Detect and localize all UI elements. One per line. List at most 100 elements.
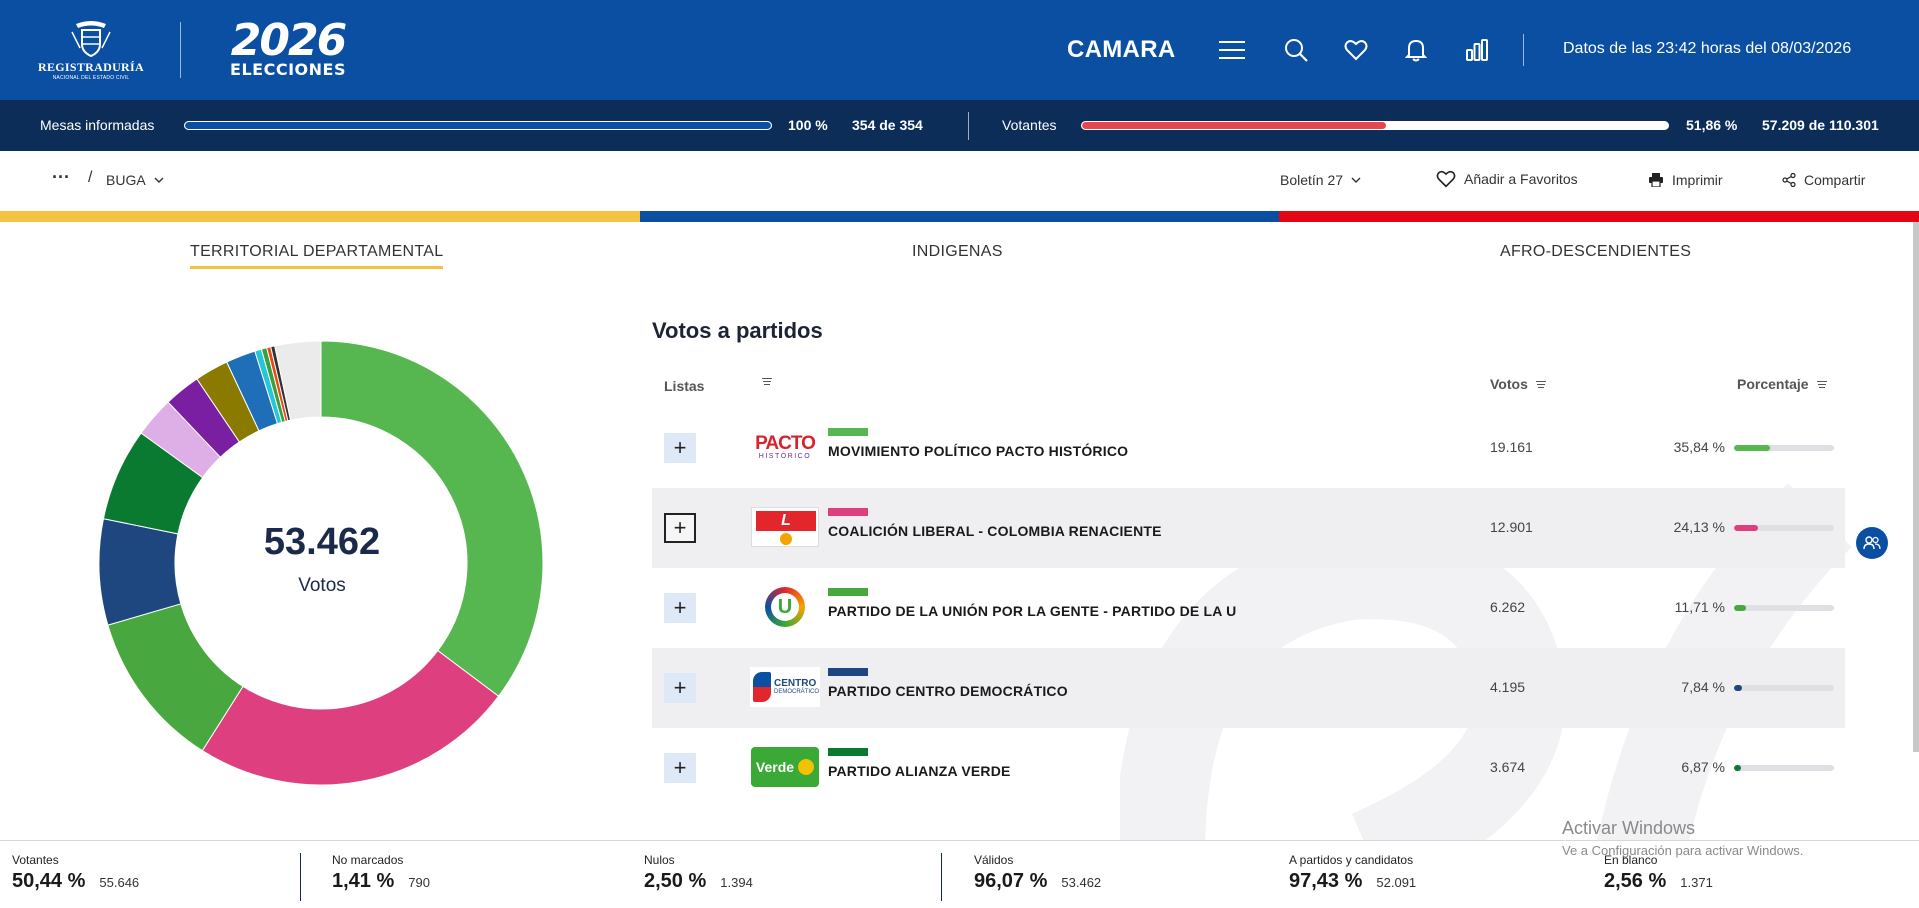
stat-label: No marcados [332, 853, 404, 867]
stat-count: 790 [408, 875, 430, 890]
heart-icon[interactable] [1342, 36, 1370, 64]
party-percentage-fill [1734, 445, 1770, 451]
cd-logo-sub: DEMOCRÁTICO [774, 689, 819, 695]
party-percentage-fill [1734, 525, 1759, 531]
boletin-selector[interactable]: Boletín 27 [1280, 172, 1361, 188]
windows-activation-title: Activar Windows [1562, 818, 1696, 838]
expand-row-button[interactable]: + [664, 593, 696, 623]
section-title: Votos a partidos [652, 318, 823, 343]
registraduria-subtitle: NACIONAL DEL ESTADO CIVIL [52, 75, 130, 81]
party-percentage-fill [1734, 765, 1741, 771]
party-name: PARTIDO ALIANZA VERDE [828, 763, 1011, 779]
party-votes: 6.262 [1490, 599, 1526, 615]
strip-divider [968, 112, 969, 140]
donut-votes-label: Votos [298, 575, 346, 596]
windows-activation-subtitle: Ve a Configuración para activar Windows. [1562, 843, 1804, 858]
party-color-bar [828, 748, 868, 756]
event-name: ELECCIONES [230, 60, 346, 79]
mesas-percent: 100 % [788, 117, 828, 133]
donut-segment[interactable] [274, 340, 322, 421]
stat-label: Nulos [644, 853, 675, 867]
donut-total-votes: 53.462 [263, 521, 381, 563]
expand-row-button[interactable]: + [664, 753, 696, 783]
printer-icon [1649, 173, 1663, 187]
stat-count: 1.371 [1680, 875, 1713, 890]
stat-partidos-candidatos: A partidos y candidatos 97,43 % 52.091 [1289, 853, 1416, 893]
column-percentage-label: Porcentaje [1737, 376, 1809, 392]
bottom-stats-bar: Votantes 50,44 % 55.646 No marcados 1,41 … [0, 840, 1919, 908]
party-color-bar [828, 508, 868, 516]
share-label: Compartir [1804, 172, 1866, 188]
party-percentage: 35,84 % [1673, 439, 1725, 455]
votantes-progress-bar [1081, 121, 1669, 130]
filter-icon [762, 378, 772, 385]
registraduria-logo[interactable]: REGISTRADURÍA NACIONAL DEL ESTADO CIVIL [38, 18, 144, 84]
party-votes: 19.161 [1490, 439, 1533, 455]
tab-indigenas[interactable]: INDIGENAS [912, 243, 1003, 260]
header-divider-right [1523, 34, 1524, 66]
pacto-logo-word: PACTO [755, 433, 816, 454]
menu-icon[interactable] [1218, 36, 1246, 64]
chevron-down-icon [1351, 177, 1361, 183]
site-header: REGISTRADURÍA NACIONAL DEL ESTADO CIVIL … [0, 0, 1919, 100]
donut-segment[interactable] [320, 340, 544, 697]
mesas-label: Mesas informadas [40, 117, 155, 133]
votes-donut-chart [98, 340, 544, 786]
table-row: + PACTO HISTÓRICO MOVIMIENTO POLÍTICO PA… [652, 408, 1845, 488]
party-percentage: 24,13 % [1673, 519, 1725, 535]
party-percentage-fill [1734, 685, 1742, 691]
add-favorites-button[interactable]: Añadir a Favoritos [1436, 170, 1578, 188]
filter-icon [1816, 380, 1827, 388]
stat-percent: 2,50 % [644, 870, 707, 892]
table-row: + CENTRO DEMOCRÁTICO PARTIDO CENTRO DEMO… [652, 648, 1845, 728]
table-row: + U PARTIDO DE LA UNIÓN POR LA GENTE - P… [652, 568, 1845, 648]
partido-u-logo: U [750, 586, 820, 628]
donut-segment[interactable] [201, 649, 500, 786]
stat-no-marcados: No marcados 1,41 % 790 [332, 853, 430, 893]
expand-row-button[interactable]: + [664, 513, 696, 543]
stat-label: Válidos [974, 853, 1014, 867]
search-icon[interactable] [1282, 36, 1310, 64]
elecciones-2026-logo[interactable]: 2026 ELECCIONES [218, 15, 358, 79]
registraduria-name: REGISTRADURÍA [38, 60, 144, 74]
votantes-count: 57.209 de 110.301 [1762, 117, 1879, 133]
mesas-progress-fill [185, 122, 771, 129]
bell-icon[interactable] [1402, 36, 1430, 64]
stat-divider [300, 853, 301, 901]
stat-votantes: Votantes 50,44 % 55.646 [12, 853, 139, 893]
cd-logo-word: CENTRO [774, 678, 817, 689]
party-name: COALICIÓN LIBERAL - COLOMBIA RENACIENTE [828, 523, 1162, 539]
share-button[interactable]: Compartir [1782, 172, 1865, 188]
u-logo-letter: U [771, 593, 799, 621]
column-header-percentage[interactable]: Porcentaje [1737, 376, 1827, 392]
pacto-logo-sub: HISTÓRICO [758, 453, 812, 460]
floating-people-button[interactable] [1856, 527, 1888, 559]
location-selector[interactable]: BUGA [106, 172, 164, 188]
more-options-button[interactable]: ··· [52, 167, 70, 187]
party-percentage-bar [1734, 765, 1834, 771]
stat-divider [941, 853, 942, 901]
column-header-votes[interactable]: Votos [1490, 376, 1546, 392]
expand-row-button[interactable]: + [664, 433, 696, 463]
tab-afro-descendientes[interactable]: AFRO-DESCENDIENTES [1500, 243, 1692, 260]
expand-row-button[interactable]: + [664, 673, 696, 703]
bar-chart-icon[interactable] [1463, 36, 1491, 64]
stat-label: A partidos y candidatos [1289, 853, 1414, 867]
tab-territorial-departamental[interactable]: TERRITORIAL DEPARTAMENTAL [190, 243, 444, 269]
party-votes: 3.674 [1490, 759, 1526, 775]
print-button[interactable]: Imprimir [1648, 172, 1723, 188]
table-row: + Verde PARTIDO ALIANZA VERDE 3.674 6,87… [652, 728, 1845, 808]
stat-count: 53.462 [1061, 875, 1102, 890]
party-name: MOVIMIENTO POLÍTICO PACTO HISTÓRICO [828, 443, 1129, 459]
stat-percent: 97,43 % [1289, 870, 1363, 892]
corporation-title: CAMARA [1067, 36, 1176, 63]
event-year: 2026 [230, 15, 347, 66]
lists-filter-button[interactable] [762, 378, 772, 385]
party-percentage-bar [1734, 605, 1834, 611]
votantes-label: Votantes [1002, 117, 1057, 133]
page-scrollbar[interactable] [1913, 222, 1919, 752]
flag-stripe-blue [639, 211, 1280, 222]
pacto-historico-logo: PACTO HISTÓRICO [750, 426, 820, 468]
party-name: PARTIDO DE LA UNIÓN POR LA GENTE - PARTI… [828, 603, 1237, 619]
party-percentage-bar [1734, 525, 1834, 531]
